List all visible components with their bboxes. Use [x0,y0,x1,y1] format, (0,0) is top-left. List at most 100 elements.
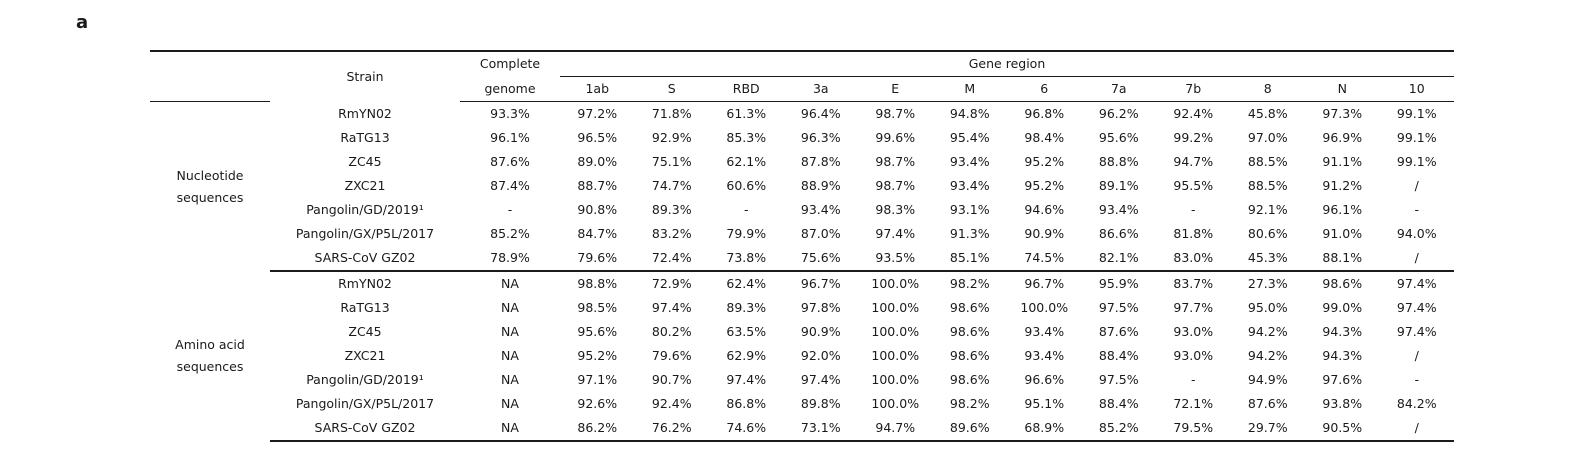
identity-cell: 87.0% [800,226,841,241]
identity-cell: 76.2% [634,416,709,442]
identity-cell: 89.1% [1098,178,1139,193]
identity-cell: 91.1% [1322,154,1363,169]
identity-cell: 92.4% [1173,106,1214,121]
identity-cell: 96.5% [577,130,618,145]
identity-cell: 71.8% [651,106,692,121]
group-label-line1: Amino acid [175,337,245,352]
identity-cell: 98.5% [577,300,618,315]
identity-cell: 98.7% [875,154,916,169]
identity-cell: 74.6% [709,416,784,442]
header-row-1: Strain Complete Gene region [150,50,1454,102]
gene-header: E [858,76,933,102]
identity-cell: 100.0% [871,396,920,411]
identity-cell: 93.4% [800,202,841,217]
identity-cell: 83.2% [651,226,692,241]
group-header-spacer [150,76,270,102]
identity-cell: 97.4% [800,372,841,387]
strain-cell: ZXC21 [344,178,386,193]
identity-cell: 87.6% [1098,324,1139,339]
identity-cell: 98.8% [577,276,618,291]
identity-cell: 100.0% [871,276,920,291]
strain-cell: SARS-CoV GZ02 [270,416,460,442]
gene-header: S [634,76,709,102]
identity-cell: 89.8% [800,396,841,411]
complete-genome-cell: NA [501,372,519,387]
complete-genome-cell: NA [501,348,519,363]
gene-region-header: Gene region [560,50,1454,77]
identity-cell: 96.7% [1024,276,1065,291]
identity-cell: 96.7% [800,276,841,291]
header-row-2: genome 1ab S RBD 3a E M 6 7a 7b 8 N 10 [150,76,1454,102]
identity-cell: 85.3% [726,130,767,145]
identity-cell: 96.8% [1024,106,1065,121]
strain-cell: RaTG13 [340,130,390,145]
identity-cell: 90.5% [1305,416,1380,442]
identity-cell: 62.1% [726,154,767,169]
complete-genome-cell: 87.4% [490,178,530,193]
identity-cell: 95.4% [949,130,990,145]
identity-cell: 99.6% [875,130,916,145]
complete-genome-cell: NA [501,276,519,291]
identity-cell: 91.0% [1322,226,1363,241]
identity-cell: 98.2% [949,276,990,291]
identity-cell: 95.2% [1024,178,1065,193]
identity-cell: 86.2% [560,416,635,442]
gene-header: 7b [1156,76,1231,102]
group-label: Nucleotide sequences [150,102,270,272]
identity-cell: 62.9% [726,348,767,363]
identity-cell: 88.5% [1247,178,1288,193]
identity-cell: 45.8% [1247,106,1288,121]
table-row: ZC45 87.6% 89.0% 75.1% 62.1% 87.8% 98.7% 93.4% 9… [150,150,1454,174]
identity-cell: 88.7% [577,178,618,193]
identity-cell: 88.5% [1247,154,1288,169]
identity-cell: 95.6% [1098,130,1139,145]
gene-header: M [932,76,1007,102]
table-body: Nucleotide sequences RmYN02 93.3% 97.2% 71.8%… [150,102,1454,442]
strain-header: Strain [270,50,460,102]
identity-cell: 88.4% [1098,348,1139,363]
strain-cell: Pangolin/GX/P5L/2017 [295,396,435,411]
identity-cell: 99.2% [1173,130,1214,145]
group-label: Amino acid sequences [150,271,270,441]
identity-cell: 98.2% [949,396,990,411]
group-label-line2: sequences [176,359,244,374]
table-row: ZC45 NA 95.6% 80.2% 63.5% 90.9% 100.0% 98.6% 93.… [150,320,1454,344]
strain-cell: Pangolin/GD/2019¹ [306,372,424,387]
identity-cell: 97.4% [1396,324,1437,339]
group-label-line2: sequences [176,189,244,205]
identity-cell: 80.2% [651,324,692,339]
identity-cell: 87.6% [1247,396,1288,411]
gene-header: 1ab [560,76,635,102]
identity-cell: 95.6% [577,324,618,339]
identity-cell: 88.8% [1098,154,1139,169]
identity-cell: 94.7% [1173,154,1214,169]
identity-cell: 96.3% [800,130,841,145]
identity-cell: 90.9% [1024,226,1065,241]
identity-cell: 93.4% [949,154,990,169]
strain-cell: Pangolin/GX/P5L/2017 [295,226,435,241]
identity-cell: 94.2% [1247,348,1288,363]
strain-cell: RmYN02 [338,276,392,291]
identity-cell: 98.7% [875,106,916,121]
identity-cell: - [1190,372,1196,387]
identity-cell: 79.9% [726,226,767,241]
complete-genome-cell: 78.9% [460,246,560,272]
identity-cell: 94.6% [1024,202,1065,217]
group-header-spacer [150,50,270,77]
identity-cell: 92.4% [651,396,692,411]
identity-cell: 89.3% [651,202,692,217]
identity-cell: 94.8% [949,106,990,121]
gene-header: 10 [1379,76,1454,102]
identity-cell: 68.9% [1007,416,1082,442]
identity-cell: 98.6% [949,372,990,387]
identity-cell: 98.6% [1322,276,1363,291]
gene-header: 7a [1081,76,1156,102]
group-label-line1: Nucleotide [176,167,244,183]
identity-cell: 93.4% [1098,202,1139,217]
identity-table-container: Strain Complete Gene region genome 1ab S… [150,50,1454,442]
identity-cell: 97.4% [1396,300,1437,315]
identity-cell: 73.8% [709,246,784,272]
gene-header: RBD [709,76,784,102]
complete-genome-cell: NA [460,416,560,442]
identity-cell: 74.7% [651,178,692,193]
